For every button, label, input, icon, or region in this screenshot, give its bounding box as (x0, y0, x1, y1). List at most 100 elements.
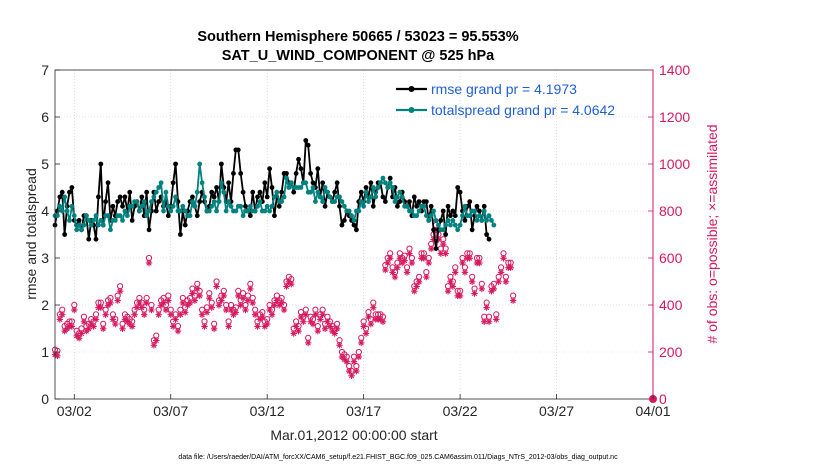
obs-assimilated-marker (408, 259, 416, 267)
obs-assimilated-marker (80, 318, 88, 325)
obs-assimilated-stroke (457, 293, 463, 299)
rmse-point (308, 171, 313, 176)
obs-assimilated-stroke (240, 295, 246, 301)
obs-assimilated-marker (119, 325, 126, 332)
totalspread-point (339, 199, 345, 205)
totalspread-point (428, 213, 434, 219)
rmse-point (173, 161, 178, 167)
obs-assimilated-marker (148, 306, 155, 314)
totalspread-point (177, 208, 183, 214)
rmse-point (250, 189, 256, 195)
totalspread-point (247, 203, 253, 209)
y-tick-label-right: 800 (659, 203, 683, 219)
obs-assimilated-stroke (286, 279, 292, 285)
rmse-point (67, 189, 72, 195)
obs-assimilated-marker (333, 325, 341, 332)
obs-assimilated-stroke (459, 260, 466, 266)
obs-assimilated-stroke (370, 305, 376, 311)
rmse-point (416, 199, 422, 205)
rmse-point (146, 227, 152, 233)
obs-assimilated-marker (177, 311, 184, 318)
obs-assimilated-stroke (254, 323, 261, 330)
totalspread-point (59, 208, 65, 214)
totalspread-point (129, 203, 135, 209)
rmse-point (194, 213, 200, 219)
obs-assimilated-stroke (382, 267, 388, 273)
obs-assimilated-stroke (57, 316, 63, 323)
obs-assimilated-stroke (112, 321, 118, 327)
totalspread-point (366, 199, 371, 205)
rmse-point (363, 185, 369, 190)
totalspread-point (214, 208, 219, 214)
obs-assimilated-marker (300, 318, 307, 325)
totalspread-point (153, 189, 159, 195)
totalspread-point (358, 199, 364, 205)
obs-assimilated-stroke (141, 312, 147, 318)
obs-assimilated-stroke (356, 354, 362, 360)
totalspread-point (257, 199, 263, 205)
totalspread-point (452, 222, 458, 228)
y-axis-label-right: # of obs: o=possible; ×=assimilated (704, 124, 720, 343)
totalspread-point (356, 208, 362, 214)
totalspread-point (298, 185, 304, 190)
totalspread-point (93, 213, 99, 219)
obs-assimilated-stroke (295, 328, 302, 334)
obs-assimilated-stroke (440, 241, 446, 247)
obs-assimilated-stroke (409, 260, 415, 266)
obs-assimilated-marker (350, 358, 358, 365)
obs-assimilated-marker (312, 311, 319, 318)
totalspread-point (462, 203, 468, 209)
rmse-point (93, 236, 99, 242)
chart-title: Southern Hemisphere 50665 / 53023 = 95.5… (197, 29, 518, 45)
totalspread-point (100, 222, 106, 228)
totalspread-point (233, 208, 239, 214)
obs-assimilated-stroke (491, 286, 497, 292)
totalspread-point (151, 194, 157, 200)
obs-assimilated-stroke (496, 279, 502, 285)
totalspread-point (380, 175, 386, 181)
rmse-point (279, 189, 285, 195)
totalspread-point (144, 213, 150, 219)
rmse-point (156, 199, 162, 205)
obs-assimilated-marker (456, 292, 464, 300)
rmse-point (467, 199, 473, 205)
obs-assimilated-stroke (204, 309, 210, 315)
obs-assimilated-stroke (221, 293, 227, 299)
totalspread-point (288, 180, 294, 186)
y-tick-label-right: 400 (659, 297, 683, 313)
obs-assimilated-stroke (216, 302, 222, 308)
totalspread-point (351, 218, 357, 223)
totalspread-point (310, 185, 316, 190)
obs-assimilated-marker (500, 255, 507, 262)
obs-assimilated-marker (384, 259, 391, 267)
obs-assimilated-stroke (402, 258, 408, 264)
obs-assimilated-marker (247, 285, 254, 293)
totalspread-point (71, 213, 77, 219)
rmse-point (105, 180, 111, 186)
obs-assimilated-marker (413, 283, 420, 290)
series-lines (52, 138, 497, 252)
rmse-point (450, 208, 456, 214)
totalspread-point (136, 208, 142, 214)
obs-assimilated-marker (165, 297, 172, 304)
obs-assimilated-marker (502, 278, 510, 285)
totalspread-point (264, 203, 270, 209)
totalspread-point (269, 203, 275, 209)
obs-assimilated-stroke (269, 312, 275, 318)
obs-assimilated-stroke (411, 288, 417, 294)
rmse-point (380, 194, 386, 200)
rmse-point (395, 203, 400, 209)
totalspread-point (91, 218, 96, 223)
rmse-point (428, 203, 434, 209)
totalspread-point (370, 185, 376, 190)
obs-assimilated-marker (114, 297, 121, 304)
rmse-point (214, 185, 219, 190)
obs-assimilated-stroke (233, 309, 239, 315)
obs-assimilated-marker (391, 273, 399, 281)
obs-assimilated-stroke (100, 326, 106, 332)
obs-assimilated-marker (336, 342, 343, 349)
obs-assimilated-stroke (421, 255, 427, 261)
obs-assimilated-stroke (81, 319, 87, 325)
rmse-point (264, 194, 270, 200)
